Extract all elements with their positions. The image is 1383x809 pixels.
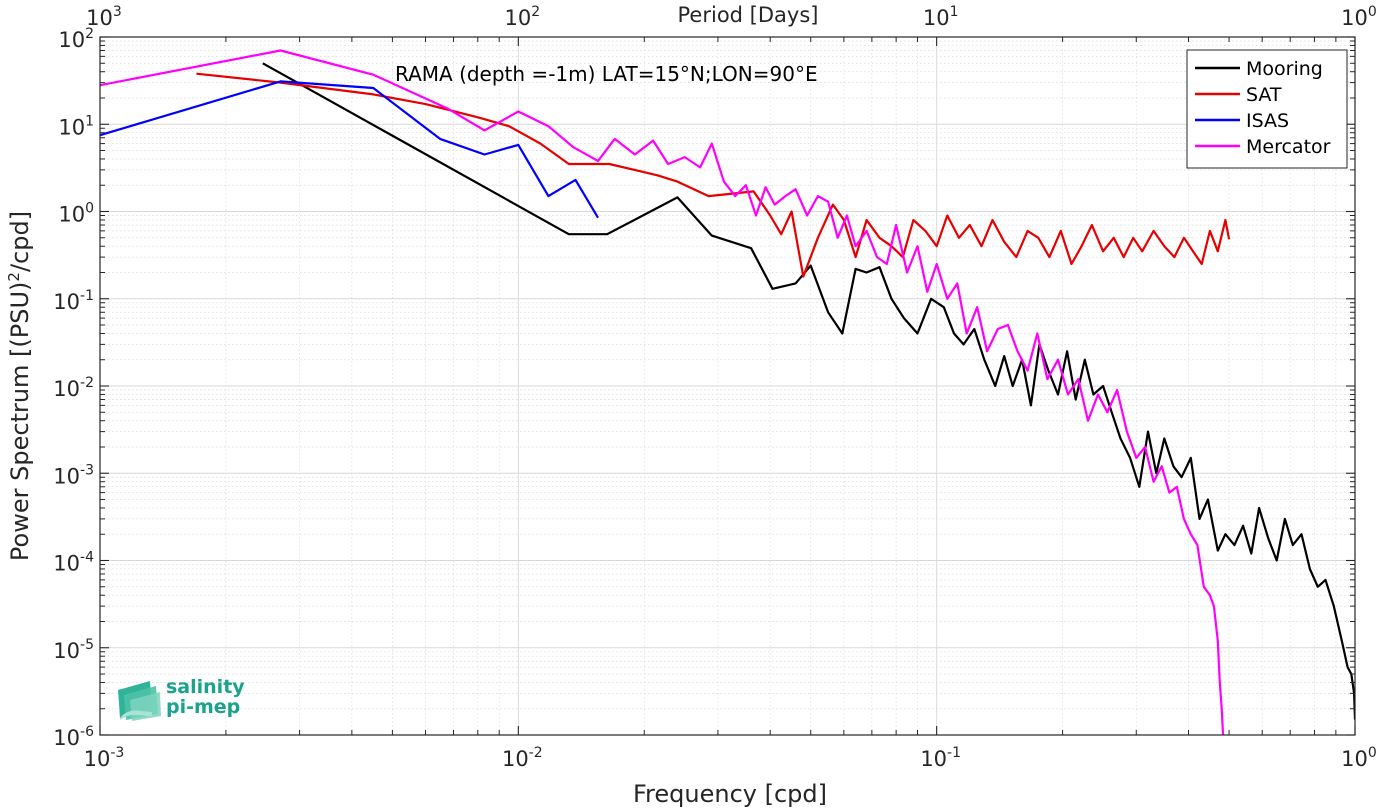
- y-axis-label-main: Power Spectrum [(PSU): [6, 282, 34, 561]
- y-tick-label-base: 10: [53, 464, 80, 488]
- y-tick-label-exponent: -6: [80, 724, 94, 740]
- x-tick-label-exponent: -3: [110, 745, 124, 761]
- y-tick-label-exponent: -1: [80, 288, 94, 304]
- y-tick-label-base: 10: [53, 290, 80, 314]
- legend-label-mercator: Mercator: [1246, 136, 1331, 158]
- y-tick-label: 10-5: [53, 637, 94, 663]
- y-tick-label: 101: [58, 113, 94, 139]
- top-tick-label: 100: [1341, 4, 1377, 30]
- x-axis-label: Frequency [cpd]: [633, 780, 827, 808]
- series-line-mooring: [262, 62, 1355, 720]
- legend-box: [1186, 49, 1348, 169]
- x-tick-label: 10-2: [502, 745, 543, 771]
- top-tick-label-exponent: 0: [1368, 4, 1377, 20]
- top-tick-label: 101: [923, 4, 959, 30]
- y-tick-label-base: 10: [53, 639, 80, 663]
- y-tick-label-exponent: -5: [80, 637, 94, 653]
- y-tick-label: 10-2: [53, 375, 94, 401]
- top-tick-label: 102: [505, 4, 541, 30]
- legend: Mooring SAT ISAS Mercator: [1186, 49, 1348, 169]
- logo-text-pimep: pi-mep: [166, 696, 240, 718]
- y-tick-label-exponent: -4: [80, 550, 94, 566]
- logo-icon: [118, 681, 161, 721]
- top-tick-label-base: 10: [505, 6, 532, 30]
- x-tick-label-base: 10: [84, 747, 111, 771]
- y-tick-label-exponent: 2: [85, 26, 94, 42]
- x-tick-label: 10-3: [84, 745, 125, 771]
- y-tick-label: 10-3: [53, 462, 94, 488]
- series-line-mercator: [100, 49, 1225, 735]
- grid-lines: [100, 37, 1355, 735]
- x-tick-label-base: 10: [1341, 747, 1368, 771]
- x-tick-label-exponent: -2: [529, 745, 543, 761]
- x-tick-label: 10-1: [920, 745, 961, 771]
- x-tick-label-base: 10: [502, 747, 529, 771]
- y-tick-label-base: 10: [53, 377, 80, 401]
- top-tick-label-base: 10: [1341, 6, 1368, 30]
- y-tick-label-exponent: -2: [80, 375, 94, 391]
- y-tick-label-exponent: 1: [85, 113, 94, 129]
- x-tick-label: 100: [1341, 745, 1377, 771]
- top-tick-label-base: 10: [923, 6, 950, 30]
- top-tick-label-base: 10: [86, 6, 113, 30]
- y-tick-label-exponent: 0: [85, 201, 94, 217]
- top-tick-label-exponent: 1: [950, 4, 959, 20]
- y-tick-label-exponent: -3: [80, 462, 94, 478]
- y-tick-label: 100: [58, 201, 94, 227]
- y-tick-label-base: 10: [58, 115, 85, 139]
- y-axis-label-unit: /cpd]: [6, 211, 34, 272]
- x-tick-label-base: 10: [920, 747, 947, 771]
- legend-label-sat: SAT: [1246, 84, 1282, 106]
- legend-label-isas: ISAS: [1246, 110, 1289, 132]
- top-tick-label: 103: [86, 4, 122, 30]
- legend-label-mooring: Mooring: [1246, 58, 1323, 80]
- y-tick-label: 102: [58, 26, 94, 52]
- salinity-pi-mep-logo: salinity pi-mep: [118, 676, 245, 721]
- y-tick-label: 10-6: [53, 724, 94, 750]
- logo-text-salinity: salinity: [166, 676, 245, 698]
- y-axis-label-exponent: 2: [5, 272, 23, 282]
- series-line-sat: [196, 72, 1231, 278]
- top-axis-label: Period [Days]: [678, 3, 819, 27]
- x-tick-label-exponent: -1: [947, 745, 961, 761]
- top-tick-label-exponent: 3: [113, 4, 122, 20]
- y-tick-label: 10-4: [53, 550, 94, 576]
- y-tick-label-base: 10: [53, 726, 80, 750]
- y-tick-label: 10-1: [53, 288, 94, 314]
- legend-entries: Mooring SAT ISAS Mercator: [1195, 58, 1331, 158]
- y-tick-label-base: 10: [53, 552, 80, 576]
- y-tick-label-base: 10: [58, 203, 85, 227]
- series-line-isas: [100, 80, 599, 219]
- y-axis-label: Power Spectrum [(PSU)2/cpd]: [5, 211, 34, 561]
- data-series: [100, 49, 1355, 735]
- y-tick-label-base: 10: [58, 28, 85, 52]
- chart-title: RAMA (depth =-1m) LAT=15°N;LON=90°E: [395, 62, 818, 86]
- x-tick-label-exponent: 0: [1368, 745, 1377, 761]
- top-tick-label-exponent: 2: [531, 4, 540, 20]
